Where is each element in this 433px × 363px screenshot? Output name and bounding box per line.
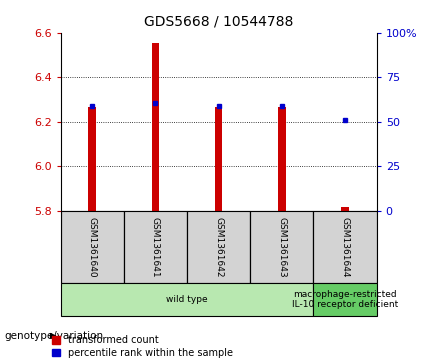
Legend: transformed count, percentile rank within the sample: transformed count, percentile rank withi… <box>52 335 233 358</box>
Text: wild type: wild type <box>166 295 208 304</box>
Text: macrophage-restricted
IL-10 receptor deficient: macrophage-restricted IL-10 receptor def… <box>292 290 398 309</box>
Text: GSM1361640: GSM1361640 <box>88 216 97 277</box>
Bar <box>124 211 187 283</box>
Bar <box>88 107 96 211</box>
Bar <box>250 211 313 283</box>
Bar <box>152 43 159 211</box>
Text: GSM1361642: GSM1361642 <box>214 217 223 277</box>
Text: GSM1361641: GSM1361641 <box>151 216 160 277</box>
Text: GSM1361643: GSM1361643 <box>278 216 286 277</box>
Bar <box>313 211 377 283</box>
Bar <box>341 207 349 211</box>
Title: GDS5668 / 10544788: GDS5668 / 10544788 <box>144 15 293 29</box>
Bar <box>61 283 313 316</box>
Text: GSM1361644: GSM1361644 <box>341 217 349 277</box>
Bar <box>61 211 124 283</box>
Text: genotype/variation: genotype/variation <box>4 331 103 341</box>
Bar <box>313 283 377 316</box>
Bar <box>187 211 250 283</box>
Bar <box>278 107 286 211</box>
Bar <box>215 107 223 211</box>
